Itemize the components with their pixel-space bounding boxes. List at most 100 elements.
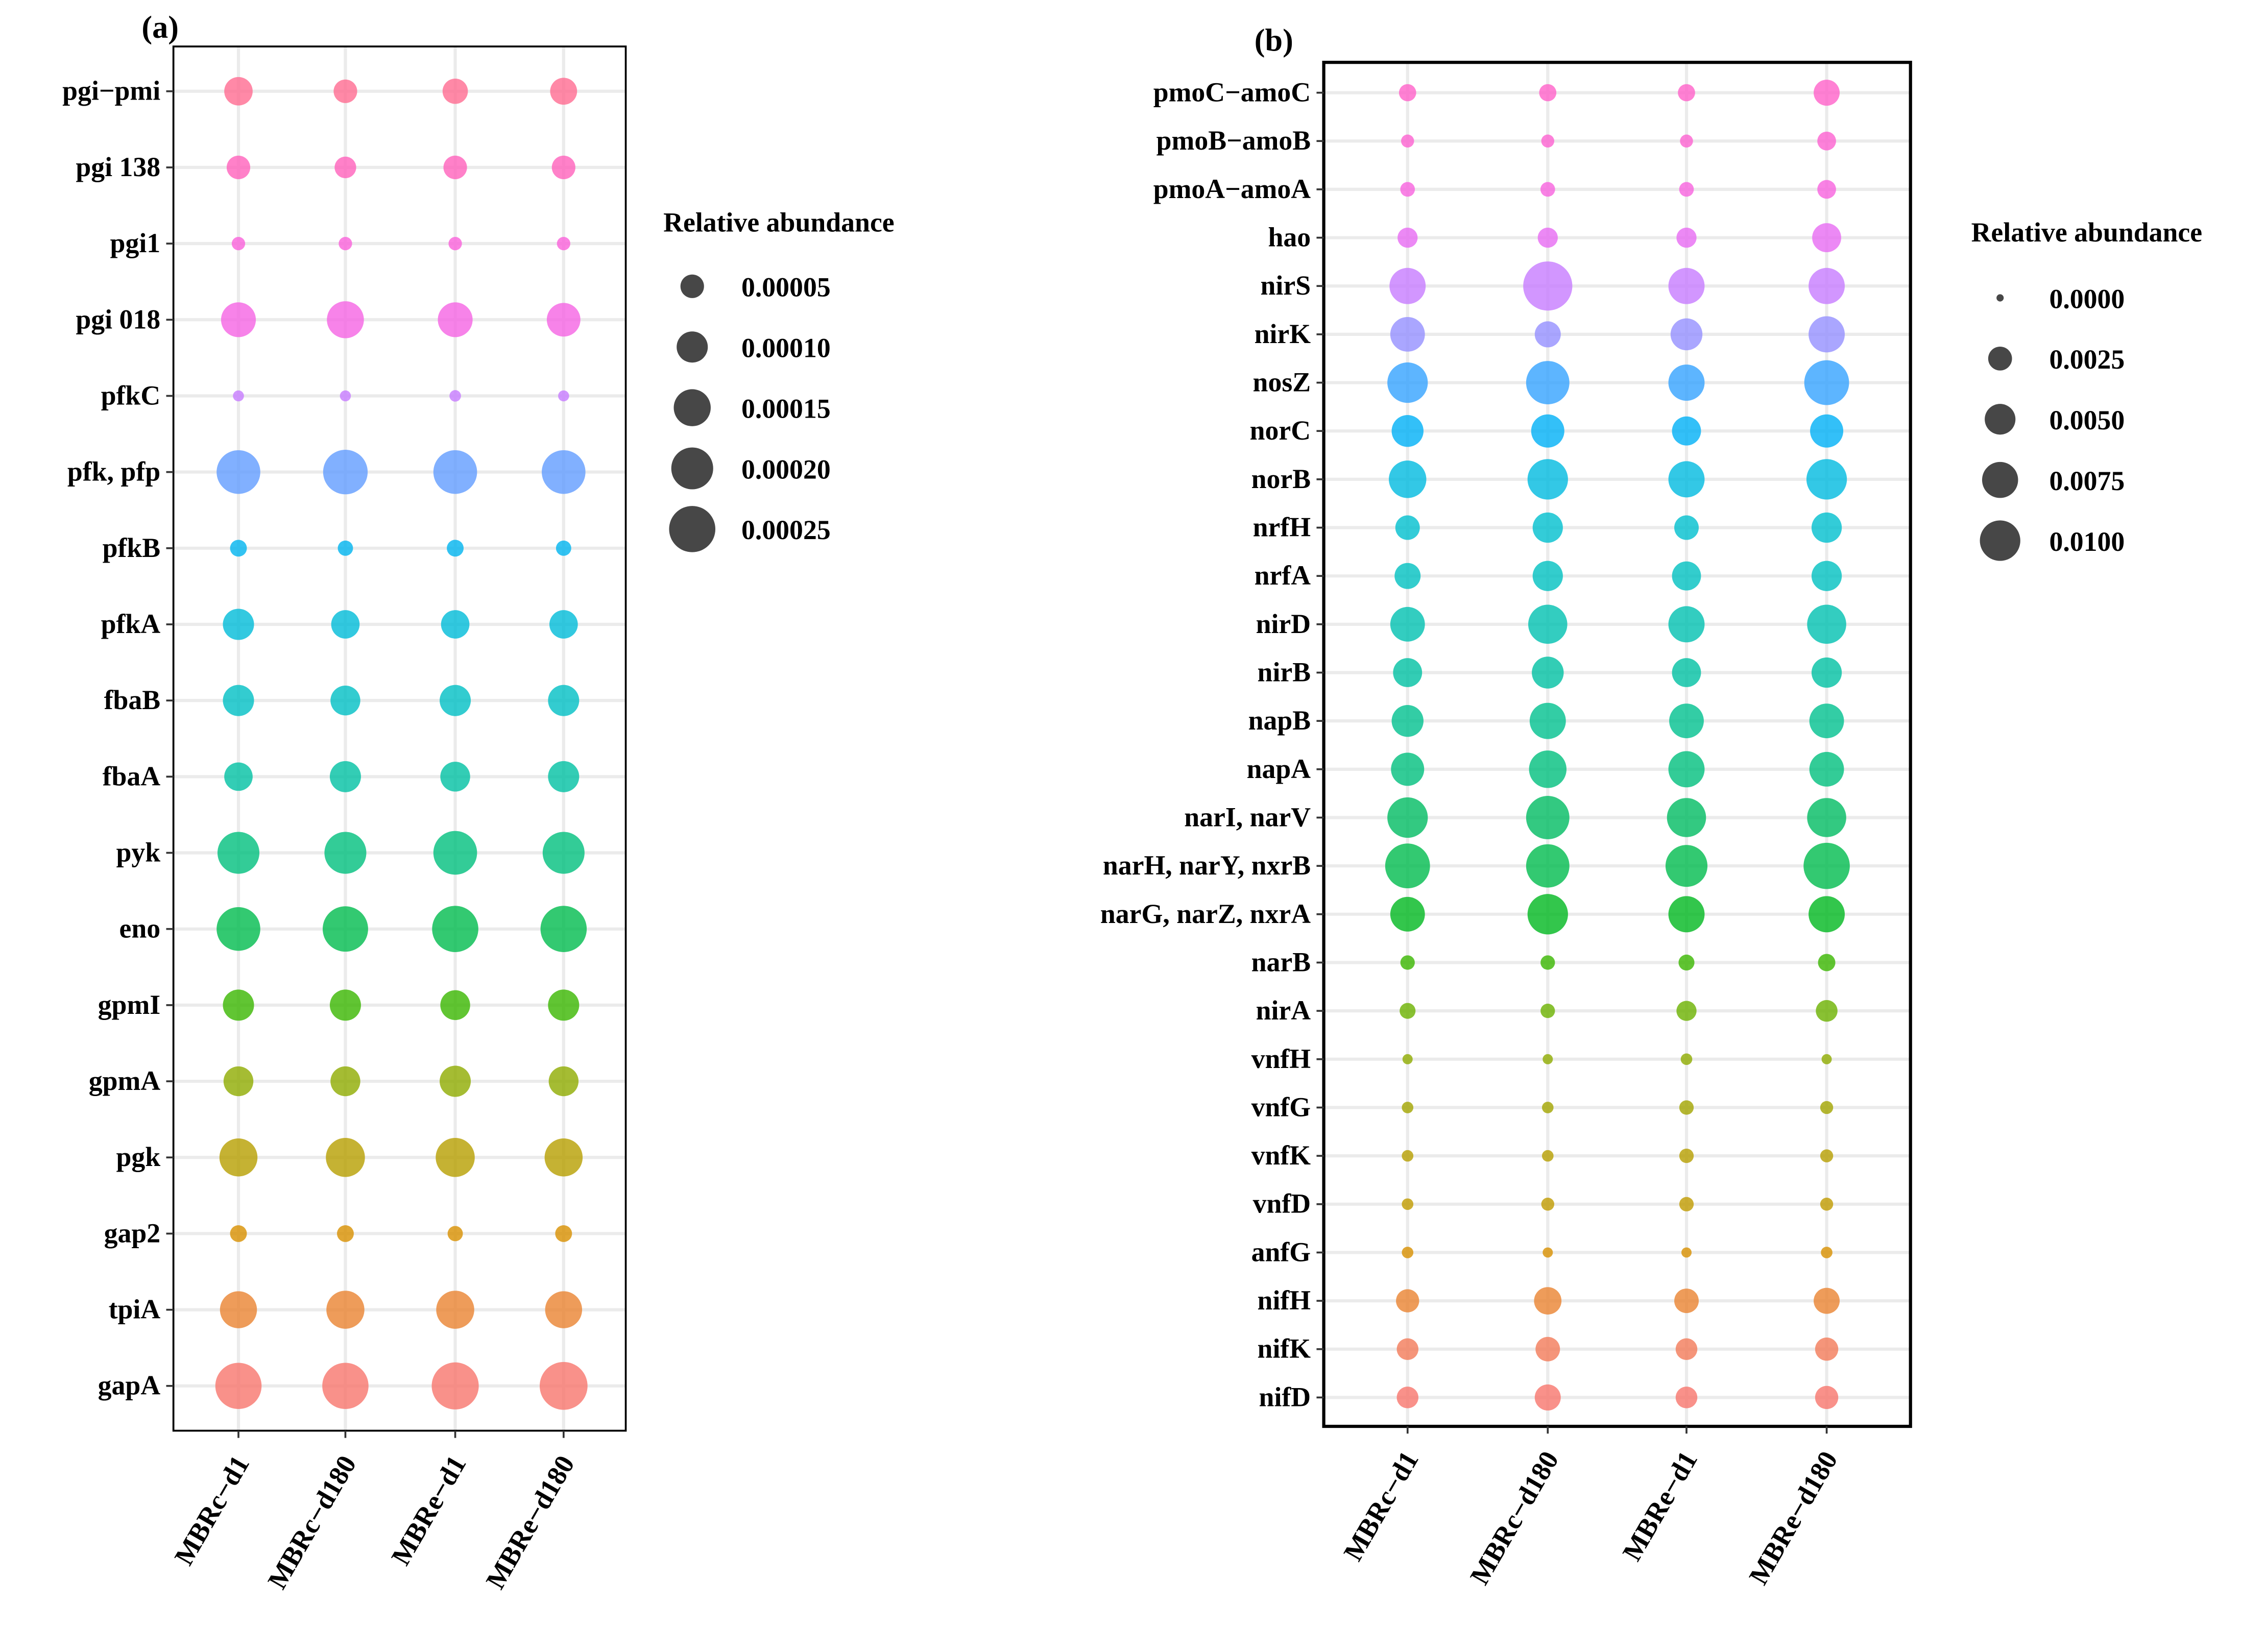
bubble-narG-narZ-nxrA-3 [1809, 896, 1845, 933]
bubble-fbaA-3 [548, 761, 580, 792]
legend-label: 0.00020 [741, 454, 831, 484]
bubble-pfkB-0 [230, 540, 247, 557]
bubble-pgi-138-0 [226, 155, 251, 180]
bubble-pfkA-1 [331, 610, 360, 639]
bubble-nifK-1 [1535, 1337, 1560, 1362]
y-tick-label: pgi−pmi [62, 76, 160, 106]
y-tick-label: pmoB−amoB [1156, 125, 1311, 156]
y-tick-label: pmoA−amoA [1153, 174, 1311, 204]
y-tick-label: fbaB [104, 685, 161, 715]
bubble-gapA-3 [539, 1362, 588, 1410]
bubble-fbaA-0 [224, 762, 253, 791]
bubble-pgk-3 [544, 1138, 583, 1177]
y-tick-label: nirA [1256, 995, 1311, 1026]
x-tick-label: MBRe−d1 [1617, 1446, 1703, 1566]
panel-a: (a) pgi−pmi pgi 138 pgi1 pgi 018 pfkC pfk, pfp… [62, 10, 895, 1594]
bubble-narG-narZ-nxrA-2 [1668, 896, 1705, 933]
bubble-gpmA-1 [330, 1066, 360, 1097]
bubble-pfk-pfp-2 [433, 450, 477, 494]
legend-label: 0.0000 [2049, 283, 2125, 314]
legend-size-key [677, 331, 708, 363]
bubble-pfkA-3 [549, 610, 578, 639]
y-tick-label: gapA [98, 1370, 161, 1401]
y-tick-label: pfkA [101, 609, 161, 639]
y-tick-label: pgi1 [110, 228, 161, 258]
bubble-napB-2 [1669, 703, 1704, 739]
legend-label: 0.0075 [2049, 466, 2125, 496]
bubble-nifK-0 [1396, 1338, 1419, 1361]
y-tick-label: vnfG [1251, 1091, 1311, 1122]
legend-size-key [671, 447, 713, 490]
y-tick-label: pyk [116, 837, 160, 868]
bubble-vnfG-2 [1679, 1100, 1694, 1115]
bubble-nrfH-1 [1532, 512, 1563, 543]
bubble-vnfD-3 [1820, 1198, 1834, 1211]
bubble-pgi1-1 [339, 236, 352, 251]
bubble-pgi-018-3 [546, 303, 581, 337]
bubble-eno-2 [432, 906, 478, 952]
y-tick-label: gpmA [89, 1065, 161, 1096]
bubble-eno-1 [322, 906, 368, 952]
bubble-pmoC-amoC-3 [1814, 80, 1840, 106]
y-tick-label: nifD [1259, 1381, 1311, 1412]
bubble-gapA-2 [431, 1362, 479, 1410]
bubble-vnfG-3 [1820, 1101, 1834, 1114]
bubble-nifH-2 [1674, 1289, 1699, 1314]
y-tick-label: nirD [1256, 609, 1311, 639]
bubble-norB-2 [1668, 461, 1705, 498]
bubble-nirK-1 [1534, 321, 1561, 348]
legend-size-key [1982, 461, 2018, 498]
bubble-pgi1-3 [557, 236, 570, 251]
bubble-norC-2 [1672, 416, 1701, 446]
y-tick-label: pgi 018 [76, 304, 160, 334]
bubble-napB-0 [1391, 704, 1424, 737]
panel-b: (b) pmoC−amoC pmoB−amoB pmoA−amoA hao nirS nir… [1100, 23, 2202, 1590]
bubble-pmoA-amoA-3 [1817, 180, 1836, 199]
bubble-hao-0 [1397, 227, 1418, 248]
legend-size-key [673, 389, 711, 426]
bubble-pyk-3 [542, 832, 585, 874]
bubble-nirB-3 [1811, 657, 1842, 688]
bubble-pfk-pfp-0 [216, 450, 260, 494]
bubble-pgi-018-0 [221, 302, 256, 337]
bubble-nifH-1 [1534, 1287, 1562, 1315]
bubble-hao-1 [1537, 227, 1558, 248]
bubble-napA-0 [1391, 752, 1425, 786]
bubble-fbaB-1 [330, 685, 360, 716]
bubble-nifK-2 [1675, 1338, 1698, 1361]
legend-label: 0.00005 [741, 272, 831, 303]
bubble-eno-3 [540, 906, 587, 952]
bubble-pyk-1 [324, 832, 367, 874]
bubble-pgi-018-1 [327, 301, 364, 338]
y-tick-label: nirK [1255, 319, 1311, 349]
bubble-vnfH-1 [1542, 1054, 1553, 1064]
bubble-nrfA-1 [1532, 561, 1563, 591]
bubble-narB-0 [1400, 955, 1415, 970]
bubble-nirD-2 [1668, 606, 1705, 643]
legend-label: 0.0100 [2049, 526, 2125, 557]
y-tick-label: vnfD [1253, 1188, 1311, 1219]
bubble-narI-narV-1 [1526, 796, 1570, 839]
bubble-nifD-2 [1675, 1387, 1698, 1408]
bubble-pgi-138-3 [551, 155, 575, 180]
y-tick-label: gpmI [98, 989, 161, 1020]
bubble-narH-narY-nxrB-2 [1665, 845, 1708, 887]
bubble-pgi-pmi-3 [550, 78, 577, 105]
bubble-narB-3 [1818, 954, 1836, 971]
bubble-nrfA-0 [1394, 563, 1421, 589]
bubble-norC-1 [1531, 414, 1564, 448]
bubble-narH-narY-nxrB-3 [1803, 842, 1850, 889]
legend-size-key [669, 506, 716, 552]
bubble-fbaA-2 [440, 762, 470, 792]
bubble-anfG-3 [1821, 1247, 1833, 1258]
bubble-nosZ-0 [1387, 362, 1428, 403]
bubble-narG-narZ-nxrA-1 [1527, 894, 1568, 935]
bubble-pmoB-amoB-3 [1817, 131, 1836, 151]
bubble-vnfK-3 [1820, 1149, 1834, 1162]
legend-title: Relative abundance [1971, 217, 2203, 248]
bubble-narI-narV-0 [1387, 797, 1428, 838]
bubble-gapA-1 [322, 1363, 369, 1410]
x-tick-label: MBRe−d180 [1743, 1446, 1843, 1590]
x-tick-label: MBRc−d1 [1337, 1446, 1424, 1566]
